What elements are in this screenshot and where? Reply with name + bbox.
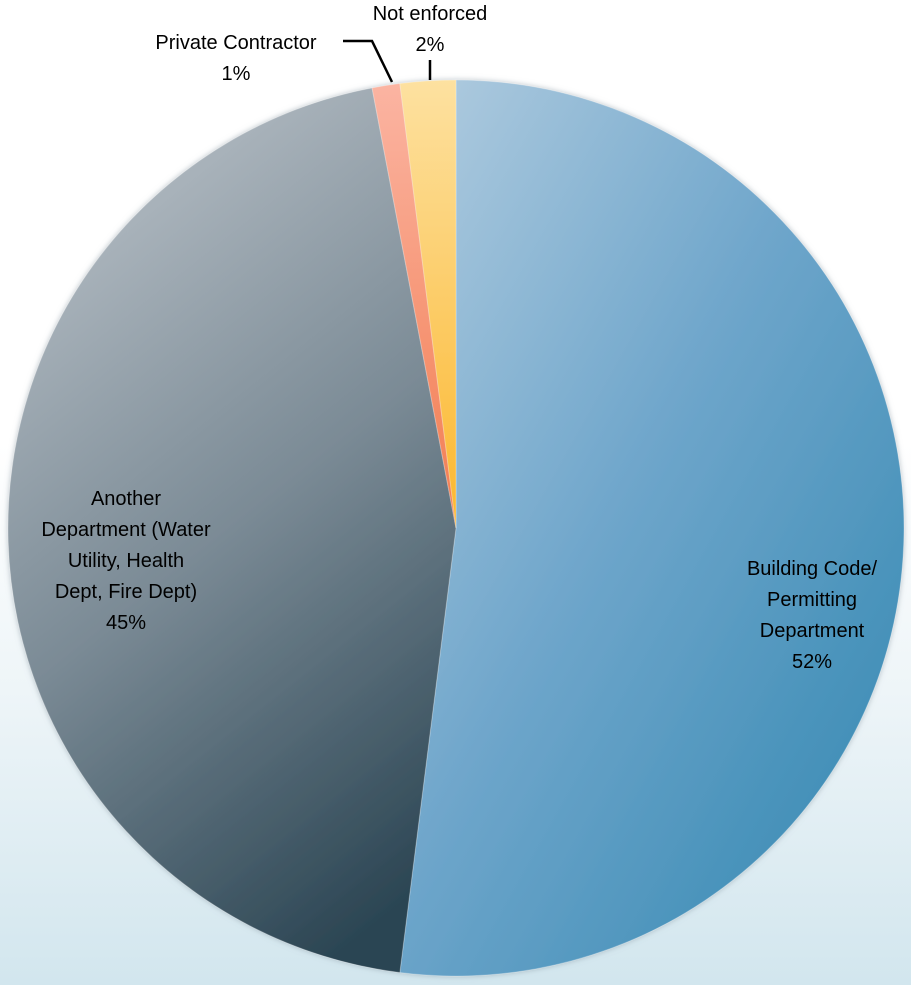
pie-slice-2: [7, 87, 457, 974]
slice-category-label: Department: [760, 620, 865, 642]
slice-labels: Building Code/Permitting Department 52% Ano…: [41, 3, 877, 673]
slice-category-label: Not enforced: [373, 3, 488, 25]
slice-label-4: Not enforced 2%: [373, 3, 488, 56]
slice-category-label: Utility, Health: [68, 550, 184, 572]
slice-category-label: Private Contractor: [155, 32, 317, 54]
slice-value-label: 52%: [792, 651, 832, 673]
slice-category-label: Permitting: [767, 589, 857, 611]
slice-category-label: Dept, Fire Dept): [55, 581, 197, 603]
slice-label-1: Building Code/Permitting Department 52%: [747, 558, 878, 673]
slice-category-label: Building Code/: [747, 558, 878, 580]
pie-slice-4: [399, 79, 457, 529]
leader-lines: [343, 39, 432, 83]
pie-slices: [7, 79, 905, 977]
slice-category-label: Department (Water: [41, 519, 211, 541]
slice-category-label: Another: [91, 488, 161, 510]
slice-label-2: Another Department (Water Utility, Health D…: [41, 488, 211, 634]
leader-line-3: [343, 39, 394, 83]
slice-value-label: 1%: [222, 63, 251, 85]
slice-label-3: Private Contractor 1%: [155, 32, 317, 85]
slice-value-label: 45%: [106, 612, 146, 634]
slice-value-label: 2%: [416, 34, 445, 56]
pie-slice-1: [399, 79, 905, 977]
